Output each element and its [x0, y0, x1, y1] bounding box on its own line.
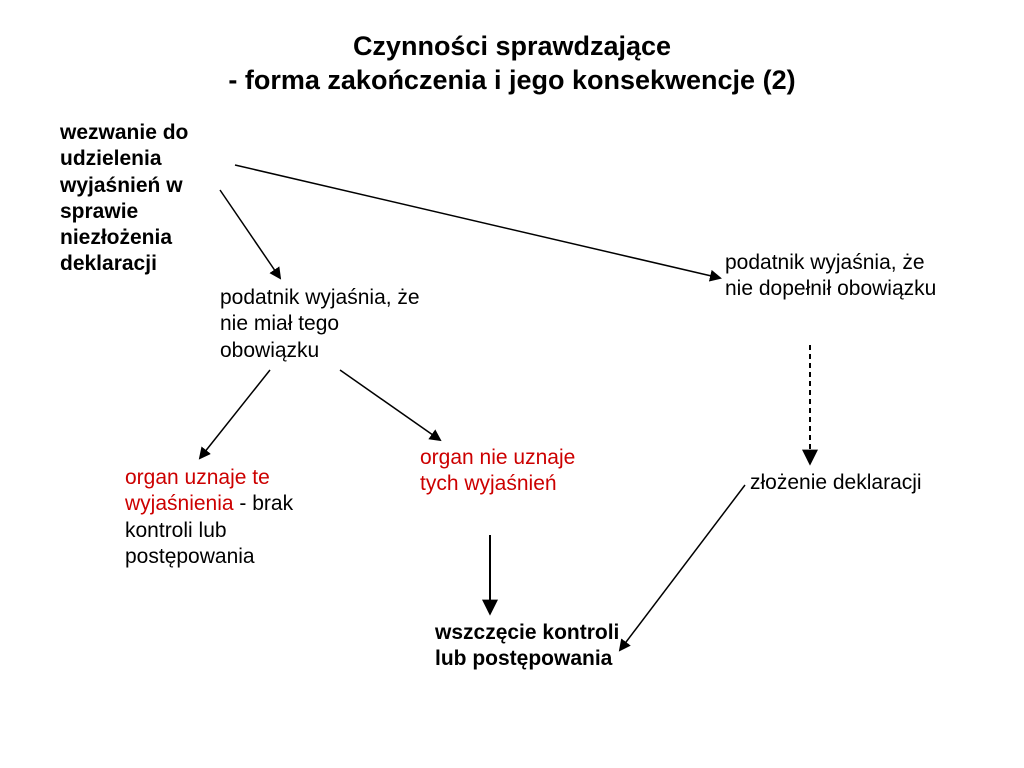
node-wszczecie-text: wszczęcie kontroli lub postępowania [435, 621, 619, 670]
edge-wezwanie-to-podatnik_nie_dopelnil [235, 165, 720, 278]
node-zlozenie-text: złożenie deklaracji [750, 471, 922, 494]
edge-podatnik_nie_mial-to-organ_nie_uznaje [340, 370, 440, 440]
node-podatnik-nie-mial-text: podatnik wyjaśnia, że nie miał tego obow… [220, 286, 420, 362]
node-podatnik-nie-dopelnil-text: podatnik wyjaśnia, że nie dopełnił obowi… [725, 251, 936, 300]
node-wezwanie: wezwanie do udzielenia wyjaśnień w spraw… [60, 120, 230, 278]
edge-podatnik_nie_mial-to-organ_uznaje [200, 370, 270, 458]
diagram-title: Czynności sprawdzające - forma zakończen… [0, 30, 1024, 98]
title-line1: Czynności sprawdzające [353, 31, 671, 61]
edge-zlozenie-to-wszczecie [620, 485, 745, 650]
title-line2: - forma zakończenia i jego konsekwencje … [228, 65, 795, 95]
node-wezwanie-text: wezwanie do udzielenia wyjaśnień w spraw… [60, 121, 188, 275]
node-wszczecie: wszczęcie kontroli lub postępowania [435, 620, 635, 673]
node-organ-nie-uznaje: organ nie uznaje tych wyjaśnień [420, 445, 590, 498]
node-podatnik-nie-mial: podatnik wyjaśnia, że nie miał tego obow… [220, 285, 440, 364]
node-podatnik-nie-dopelnil: podatnik wyjaśnia, że nie dopełnił obowi… [725, 250, 945, 303]
node-organ-uznaje: organ uznaje te wyjaśnienia - brak kontr… [125, 465, 345, 570]
node-organ-nie-uznaje-text: organ nie uznaje tych wyjaśnień [420, 446, 575, 495]
node-zlozenie: złożenie deklaracji [750, 470, 980, 496]
